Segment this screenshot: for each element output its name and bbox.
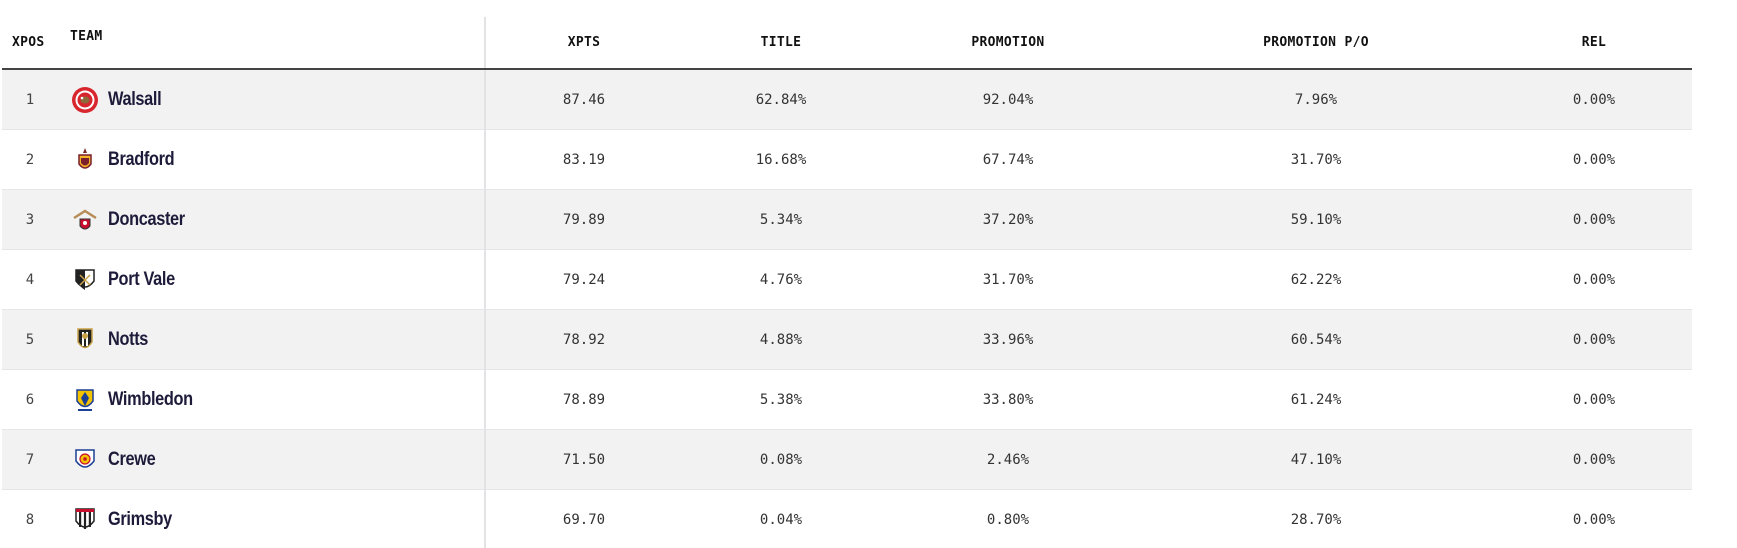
cell-title: 5.38% [682,369,880,430]
team-name[interactable]: Notts [108,328,149,350]
port-vale-crest-icon [70,265,100,295]
cell-pos: 1 [2,69,58,130]
cell-team: Port Vale [58,249,486,310]
cell-pos: 5 [2,309,58,370]
table-row[interactable]: 4 Port Vale 79.24 4.76% 31.70% 62.22% 0.… [2,249,1692,310]
cell-xpts: 87.46 [485,69,682,130]
bradford-crest-icon [70,145,100,175]
cell-rel: 0.00% [1496,249,1692,310]
crewe-crest-icon [70,445,100,475]
table-row[interactable]: 3 Doncaster 79.89 5.34% 37.20% 59.10% 0.… [2,189,1692,250]
cell-xpts: 79.24 [485,249,682,310]
cell-title: 5.34% [682,189,880,250]
cell-promotion: 31.70% [880,249,1136,310]
cell-promotion-po: 60.54% [1136,309,1496,370]
cell-promotion: 92.04% [880,69,1136,130]
cell-title: 4.88% [682,309,880,370]
cell-xpts: 79.89 [485,189,682,250]
cell-pos: 2 [2,129,58,190]
cell-team: Notts [58,309,486,370]
cell-promotion: 67.74% [880,129,1136,190]
table-row[interactable]: 2 Bradford 83.19 16.68% 67.74% 31.70% 0.… [2,129,1692,190]
table-row[interactable]: 8 Grimsby 69.70 0.04% 0.80% 28.70% 0.00% [2,489,1692,548]
xpos-table-container: XPOS TEAM XPTS TITLE PROMOTION PROMOTION… [2,17,1692,548]
cell-title: 0.08% [682,429,880,490]
cell-rel: 0.00% [1496,189,1692,250]
header-xpts[interactable]: XPTS [485,17,682,70]
cell-promotion: 33.96% [880,309,1136,370]
cell-title: 0.04% [682,489,880,548]
cell-promotion-po: 7.96% [1136,69,1496,130]
cell-pos: 6 [2,369,58,430]
cell-rel: 0.00% [1496,309,1692,370]
cell-rel: 0.00% [1496,69,1692,130]
cell-pos: 3 [2,189,58,250]
cell-team: Crewe [58,429,486,490]
cell-xpts: 78.89 [485,369,682,430]
cell-xpts: 83.19 [485,129,682,190]
cell-promotion: 37.20% [880,189,1136,250]
team-name[interactable]: Bradford [108,148,175,170]
cell-promotion: 2.46% [880,429,1136,490]
team-name[interactable]: Doncaster [108,208,185,230]
cell-promotion-po: 47.10% [1136,429,1496,490]
team-name[interactable]: Crewe [108,448,156,470]
header-promotion-po[interactable]: PROMOTION P/O [1136,17,1496,70]
grimsby-crest-icon [70,505,100,535]
cell-team: Grimsby [58,489,486,548]
header-xpos[interactable]: XPOS [2,17,58,70]
cell-title: 62.84% [682,69,880,130]
table-row[interactable]: 1 Walsall 87.46 62.84% 92.04% 7.96% 0.00… [2,69,1692,130]
cell-promotion-po: 28.70% [1136,489,1496,548]
header-rel[interactable]: REL [1496,17,1692,70]
cell-team: Bradford [58,129,486,190]
xpos-table: XPOS TEAM XPTS TITLE PROMOTION PROMOTION… [2,17,1692,548]
cell-promotion: 0.80% [880,489,1136,548]
cell-pos: 4 [2,249,58,310]
cell-promotion-po: 62.22% [1136,249,1496,310]
cell-rel: 0.00% [1496,429,1692,490]
team-name[interactable]: Wimbledon [108,388,193,410]
cell-promotion: 33.80% [880,369,1136,430]
cell-promotion-po: 31.70% [1136,129,1496,190]
table-row[interactable]: 6 Wimbledon 78.89 5.38% 33.80% 61.24% 0.… [2,369,1692,430]
cell-rel: 0.00% [1496,369,1692,430]
header-team[interactable]: TEAM [58,17,486,70]
team-name[interactable]: Walsall [108,88,162,110]
header-promotion[interactable]: PROMOTION [880,17,1136,70]
table-row[interactable]: 7 Crewe 71.50 0.08% 2.46% 47.10% 0.00% [2,429,1692,490]
walsall-crest-icon [70,85,100,115]
notts-crest-icon [70,325,100,355]
cell-xpts: 69.70 [485,489,682,548]
cell-promotion-po: 61.24% [1136,369,1496,430]
table-row[interactable]: 5 Notts 78.92 4.88% 33.96% 60.54% 0.00% [2,309,1692,370]
team-name[interactable]: Grimsby [108,508,172,530]
cell-team: Wimbledon [58,369,486,430]
cell-promotion-po: 59.10% [1136,189,1496,250]
table-header-row: XPOS TEAM XPTS TITLE PROMOTION PROMOTION… [2,17,1692,70]
cell-team: Walsall [58,69,486,130]
team-name[interactable]: Port Vale [108,268,175,290]
cell-title: 16.68% [682,129,880,190]
cell-pos: 7 [2,429,58,490]
cell-team: Doncaster [58,189,486,250]
cell-xpts: 78.92 [485,309,682,370]
cell-pos: 8 [2,489,58,548]
cell-rel: 0.00% [1496,129,1692,190]
cell-xpts: 71.50 [485,429,682,490]
header-title[interactable]: TITLE [682,17,880,70]
cell-rel: 0.00% [1496,489,1692,548]
doncaster-crest-icon [70,205,100,235]
wimbledon-crest-icon [70,385,100,415]
cell-title: 4.76% [682,249,880,310]
